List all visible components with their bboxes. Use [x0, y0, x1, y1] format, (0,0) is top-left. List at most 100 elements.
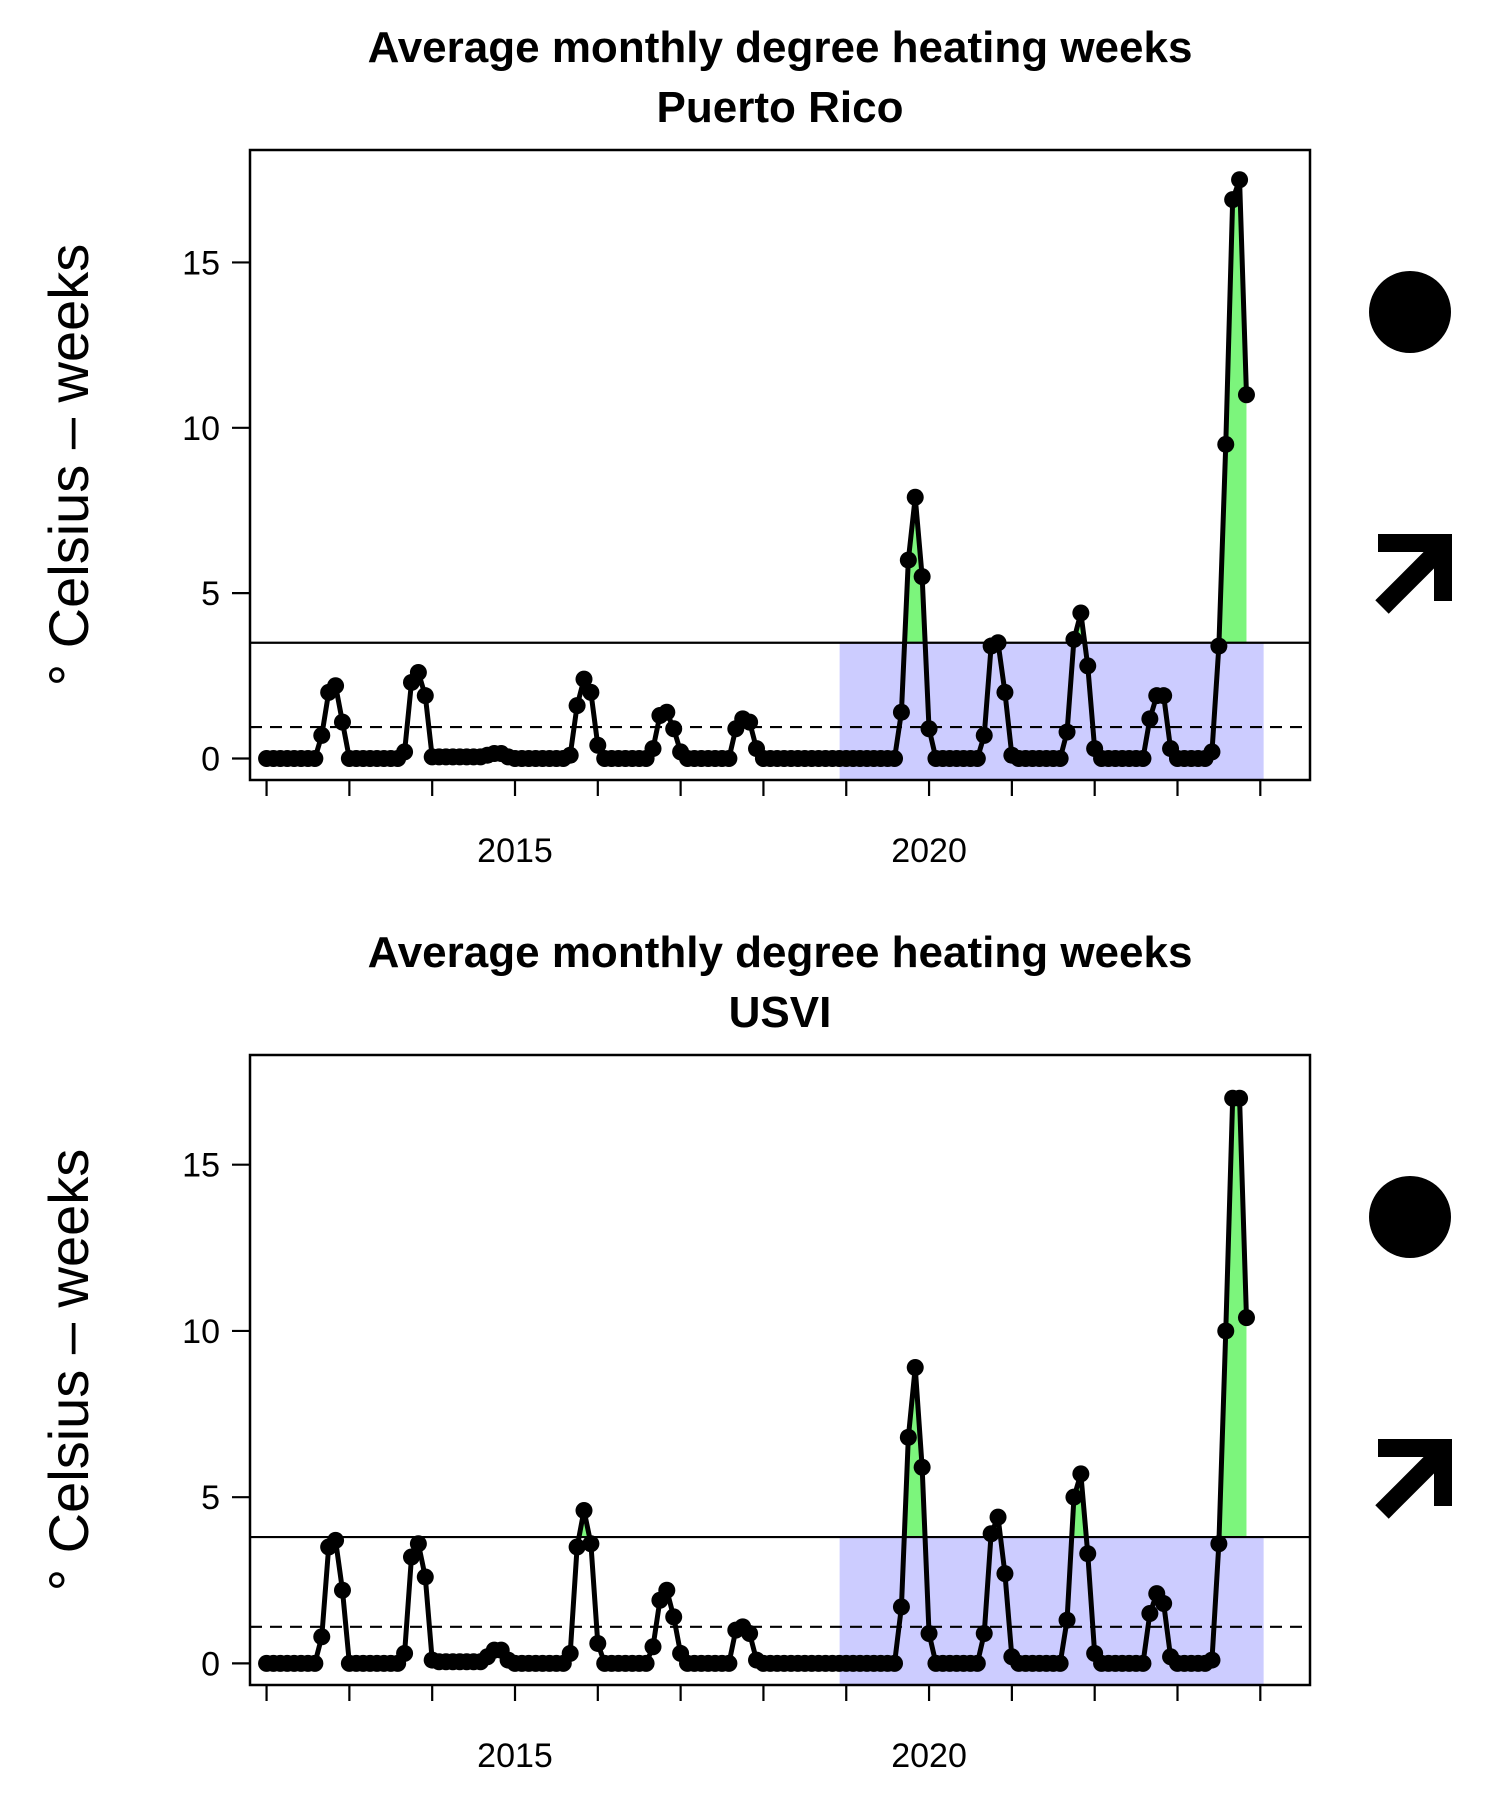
- data-point: [1203, 1651, 1221, 1669]
- chart-subtitle: USVI: [729, 988, 832, 1037]
- data-point: [665, 720, 683, 738]
- data-point: [1058, 723, 1076, 741]
- data-point: [1224, 191, 1242, 209]
- above-threshold-fill: [1218, 179, 1247, 643]
- data-point: [1079, 1545, 1097, 1563]
- data-point: [1079, 657, 1097, 675]
- y-tick-label: 10: [182, 1313, 220, 1351]
- chart-title: Average monthly degree heating weeks: [368, 23, 1193, 72]
- data-point: [1210, 637, 1228, 655]
- data-point: [658, 703, 676, 721]
- data-point: [658, 1581, 676, 1599]
- data-point: [1134, 750, 1152, 767]
- data-point: [589, 1634, 607, 1652]
- data-point: [989, 634, 1007, 652]
- data-point: [1237, 386, 1255, 404]
- data-point: [906, 1359, 924, 1377]
- data-point: [409, 1535, 427, 1553]
- y-axis-label: ° Celsius – weeks: [37, 244, 100, 687]
- x-tick-label: 2015: [477, 1737, 553, 1775]
- data-point: [402, 1548, 420, 1566]
- data-point: [968, 750, 986, 767]
- data-point: [396, 743, 414, 761]
- data-point: [1065, 1488, 1083, 1506]
- data-point: [975, 1624, 993, 1642]
- data-point: [1210, 1535, 1228, 1553]
- above-threshold-fill: [904, 497, 926, 643]
- data-point: [920, 1624, 938, 1642]
- data-point: [561, 1644, 579, 1662]
- trend-up-arrow-icon: [1375, 534, 1452, 614]
- y-tick-label: 0: [201, 1645, 220, 1683]
- chart-title: Average monthly degree heating weeks: [368, 928, 1193, 977]
- data-point: [1072, 604, 1090, 622]
- x-tick-label: 2020: [891, 832, 967, 870]
- data-point: [416, 1568, 434, 1586]
- y-axis-label: ° Celsius – weeks: [37, 1149, 100, 1592]
- data-point: [644, 740, 662, 758]
- data-point: [913, 568, 931, 586]
- data-point: [899, 551, 917, 569]
- data-point: [568, 697, 586, 715]
- data-point: [1134, 1654, 1152, 1672]
- data-point: [568, 1538, 586, 1556]
- y-tick-label: 10: [182, 410, 220, 448]
- data-point: [892, 1598, 910, 1616]
- data-point: [575, 1501, 593, 1519]
- plot-frame: [248, 1053, 1312, 1687]
- data-point: [644, 1638, 662, 1656]
- data-point: [582, 683, 600, 701]
- data-point: [327, 677, 345, 695]
- data-point: [1065, 630, 1083, 648]
- data-point: [1058, 1611, 1076, 1629]
- data-point: [1155, 687, 1173, 705]
- data-point: [1141, 1605, 1159, 1623]
- y-tick-label: 15: [182, 244, 220, 282]
- above-threshold-fill: [1219, 1098, 1247, 1538]
- trend-up-arrow-icon: [1375, 1439, 1452, 1519]
- data-point: [333, 713, 351, 731]
- y-tick-label: 5: [201, 1479, 220, 1517]
- data-point: [561, 746, 579, 764]
- data-point: [1051, 750, 1069, 767]
- chart-panel-2: Average monthly degree heating weeks USVI…: [37, 928, 1452, 1775]
- status-circle-icon: [1369, 1176, 1451, 1258]
- data-point: [996, 683, 1014, 701]
- data-point: [1217, 1322, 1235, 1340]
- data-point: [396, 1644, 414, 1662]
- data-point: [575, 670, 593, 688]
- data-point: [416, 687, 434, 705]
- status-circle-icon: [1369, 271, 1451, 353]
- data-point: [720, 750, 738, 767]
- data-point: [996, 1565, 1014, 1583]
- data-point: [906, 488, 924, 506]
- data-point: [1231, 1089, 1249, 1107]
- data-point: [306, 750, 324, 767]
- chart-panel-1: Average monthly degree heating weeks Puer…: [37, 23, 1452, 870]
- y-tick-label: 5: [201, 575, 220, 613]
- data-point: [1141, 710, 1159, 728]
- data-point: [313, 1628, 331, 1646]
- data-point: [1231, 171, 1249, 189]
- data-point: [989, 1508, 1007, 1526]
- data-point: [741, 1624, 759, 1642]
- data-point: [892, 703, 910, 721]
- data-point: [975, 726, 993, 744]
- data-point: [589, 736, 607, 754]
- data-point: [582, 1535, 600, 1553]
- data-point: [1072, 1465, 1090, 1483]
- data-point: [886, 750, 904, 767]
- data-point: [313, 726, 331, 744]
- data-point: [1155, 1595, 1173, 1613]
- x-tick-label: 2015: [477, 832, 553, 870]
- data-point: [327, 1531, 345, 1549]
- data-point: [913, 1458, 931, 1476]
- data-point: [333, 1581, 351, 1599]
- data-point: [1237, 1309, 1255, 1327]
- y-tick-label: 15: [182, 1147, 220, 1185]
- data-point: [982, 1525, 1000, 1543]
- above-threshold-fill: [904, 1367, 926, 1538]
- data-point: [409, 664, 427, 682]
- y-tick-label: 0: [201, 741, 220, 779]
